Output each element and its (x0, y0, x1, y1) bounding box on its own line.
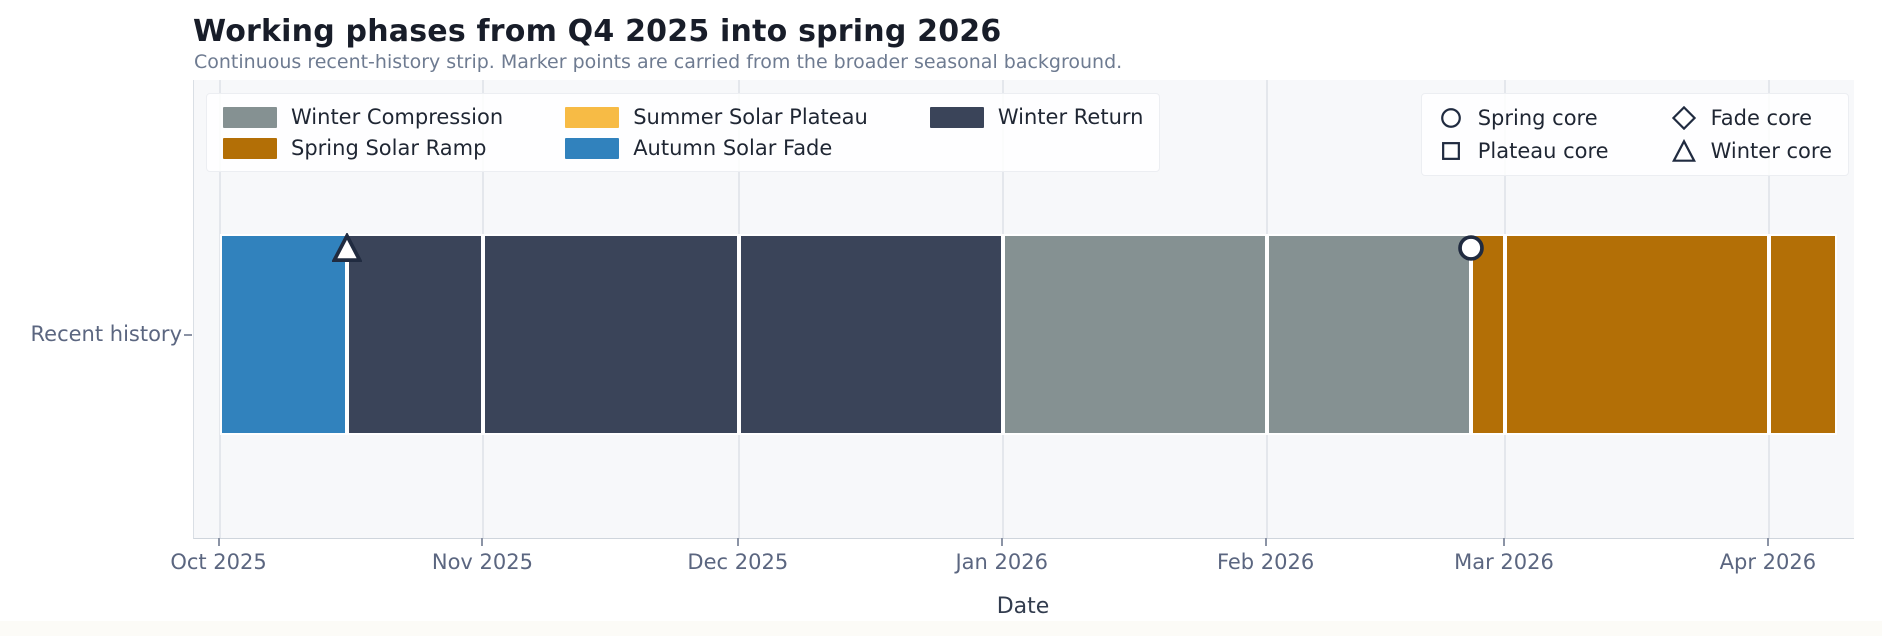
x-tick-mark (736, 538, 739, 546)
legend-swatch (223, 137, 277, 159)
legend-item-phase[interactable]: Summer Solar Plateau (565, 105, 868, 129)
phase-segment[interactable] (1504, 234, 1769, 435)
x-tick-mark (1766, 538, 1769, 546)
phase-segment[interactable] (1002, 234, 1267, 435)
legend-label: Fade core (1710, 106, 1813, 130)
circle-icon (1438, 105, 1464, 131)
legend-swatch (565, 106, 620, 128)
phase-segment[interactable] (483, 234, 739, 435)
phase-segment[interactable] (1768, 234, 1837, 435)
x-tick-label: Feb 2026 (1216, 550, 1315, 574)
legend-label: Spring core (1477, 106, 1598, 130)
legend-label: Plateau core (1477, 139, 1609, 163)
phase-segment[interactable] (738, 234, 1003, 435)
legend-item-phase[interactable]: Winter Return (929, 105, 1144, 129)
legend-item-marker[interactable]: Winter core (1671, 138, 1832, 164)
plot-area: Winter Compression Spring Solar Ramp Summe… (193, 80, 1854, 539)
legend-item-marker[interactable]: Plateau core (1438, 138, 1609, 164)
x-tick-mark (1000, 538, 1003, 546)
circle-marker[interactable] (1456, 233, 1486, 263)
chart-title: Working phases from Q4 2025 into spring … (193, 14, 1002, 49)
legend-label: Autumn Solar Fade (633, 136, 833, 160)
marker-legend: Spring core Plateau core Fade core Winter c… (1420, 93, 1849, 176)
x-tick-label: Apr 2026 (1719, 550, 1817, 574)
phase-segment[interactable] (219, 234, 348, 435)
phase-legend: Winter Compression Spring Solar Ramp Summe… (206, 93, 1161, 172)
legend-label: Winter Return (997, 105, 1144, 129)
x-tick-mark (481, 538, 484, 546)
x-tick-label: Oct 2025 (170, 550, 267, 574)
square-icon (1438, 138, 1464, 164)
legend-swatch (565, 137, 620, 159)
triangle-marker[interactable] (332, 233, 363, 263)
x-tick-mark (1502, 538, 1505, 546)
legend-label: Summer Solar Plateau (633, 105, 868, 129)
figure-bottom-strip (0, 621, 1882, 636)
legend-item-phase[interactable]: Winter Compression (223, 105, 503, 129)
timeline-bar (194, 234, 1854, 435)
legend-swatch (223, 106, 277, 128)
x-tick-label: Mar 2026 (1454, 550, 1554, 574)
legend-swatch (929, 106, 984, 128)
phase-segment[interactable] (347, 234, 484, 435)
chart-subtitle: Continuous recent-history strip. Marker … (194, 51, 1123, 73)
legend-item-phase[interactable]: Spring Solar Ramp (223, 136, 503, 160)
x-tick-label: Nov 2025 (431, 550, 533, 574)
x-tick-mark (1264, 538, 1267, 546)
legend-label: Winter Compression (291, 105, 504, 129)
legend-label: Winter core (1710, 139, 1832, 163)
legend-item-phase[interactable]: Autumn Solar Fade (565, 136, 868, 160)
phase-segment[interactable] (1266, 234, 1471, 435)
y-tick-label: Recent history (30, 322, 182, 346)
x-axis-label: Date (996, 594, 1050, 619)
phase-segment[interactable] (1470, 234, 1505, 435)
legend-item-marker[interactable]: Spring core (1438, 105, 1609, 131)
x-tick-label: Jan 2026 (955, 550, 1048, 574)
y-tick-mark (184, 334, 192, 336)
x-tick-label: Dec 2025 (687, 550, 789, 574)
legend-item-marker[interactable]: Fade core (1671, 105, 1832, 131)
x-tick-mark (217, 538, 220, 546)
triangle-icon (1671, 138, 1697, 164)
legend-label: Spring Solar Ramp (291, 136, 487, 160)
diamond-icon (1671, 105, 1697, 131)
